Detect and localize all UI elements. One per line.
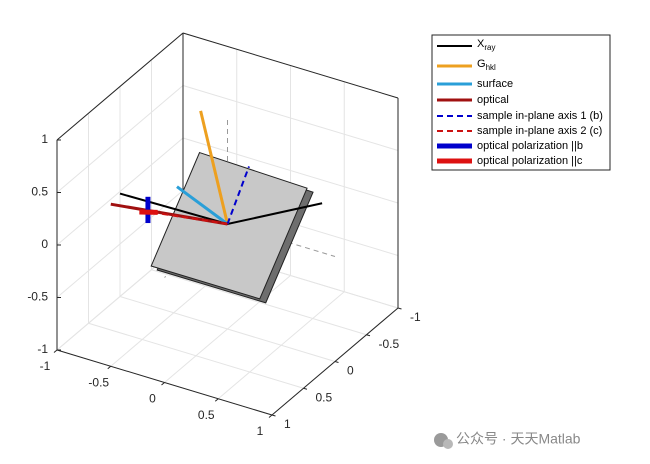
grid-line: [56, 85, 184, 193]
tick-mark: [53, 349, 58, 353]
tick-mark: [271, 414, 276, 417]
grid-line: [182, 137, 399, 204]
tick-mark: [397, 307, 402, 310]
tick-mark: [161, 382, 165, 386]
grid-line: [151, 269, 367, 336]
legend-label: Xray: [477, 38, 495, 52]
watermark-icon: [443, 439, 453, 449]
legend-label: optical polarization ||c: [477, 155, 583, 167]
tick-mark: [107, 365, 112, 370]
x-tick-label: -0.5: [88, 375, 109, 389]
legend-label: Ghkl: [477, 58, 496, 72]
y-tick-label: 0.5: [316, 390, 333, 404]
z-tick-label: 0: [41, 237, 48, 251]
legend-label: sample in-plane axis 1 (b): [477, 110, 603, 122]
y-tick-label: 1: [284, 417, 291, 431]
x-tick-label: 0.5: [198, 408, 215, 422]
legend-label: optical: [477, 94, 509, 106]
watermark: 公众号 · 天天Matlab: [434, 431, 581, 449]
watermark-text: 公众号 · 天天Matlab: [456, 431, 581, 447]
tick-mark: [214, 398, 219, 402]
x-tick-label: 0: [149, 392, 156, 406]
series-line: [110, 202, 228, 226]
grid-line: [88, 322, 304, 389]
grid-line: [56, 137, 184, 246]
z-tick-label: -1: [37, 342, 48, 356]
legend: Xray Ghkl surface optical sample in-plane ax…: [431, 34, 611, 171]
legend-label: optical polarization ||b: [477, 140, 583, 152]
plane: [150, 151, 308, 300]
grid-line: [119, 296, 336, 362]
tick-mark: [268, 414, 273, 418]
axis-line: [56, 32, 184, 141]
z-tick-label: 1: [41, 132, 48, 146]
series-line: [199, 110, 229, 225]
series-line: [148, 210, 228, 225]
z-tick-label: -0.5: [27, 290, 48, 304]
z-tick-label: 0.5: [31, 185, 48, 199]
y-tick-label: -1: [410, 310, 421, 324]
x-tick-label: -1: [40, 359, 51, 373]
grid-line: [182, 85, 399, 151]
tick-mark: [303, 387, 308, 390]
y-tick-label: -0.5: [379, 337, 400, 351]
y-tick-label: 0: [347, 364, 354, 378]
legend-label: surface: [477, 78, 513, 90]
grid-line: [56, 190, 184, 298]
series-line: [176, 185, 229, 226]
axis-line: [182, 32, 399, 99]
tick-mark: [334, 361, 339, 363]
legend-label: sample in-plane axis 2 (c): [477, 125, 602, 137]
x-tick-label: 1: [257, 424, 264, 438]
tick-mark: [366, 334, 371, 337]
series-line: [226, 166, 250, 225]
